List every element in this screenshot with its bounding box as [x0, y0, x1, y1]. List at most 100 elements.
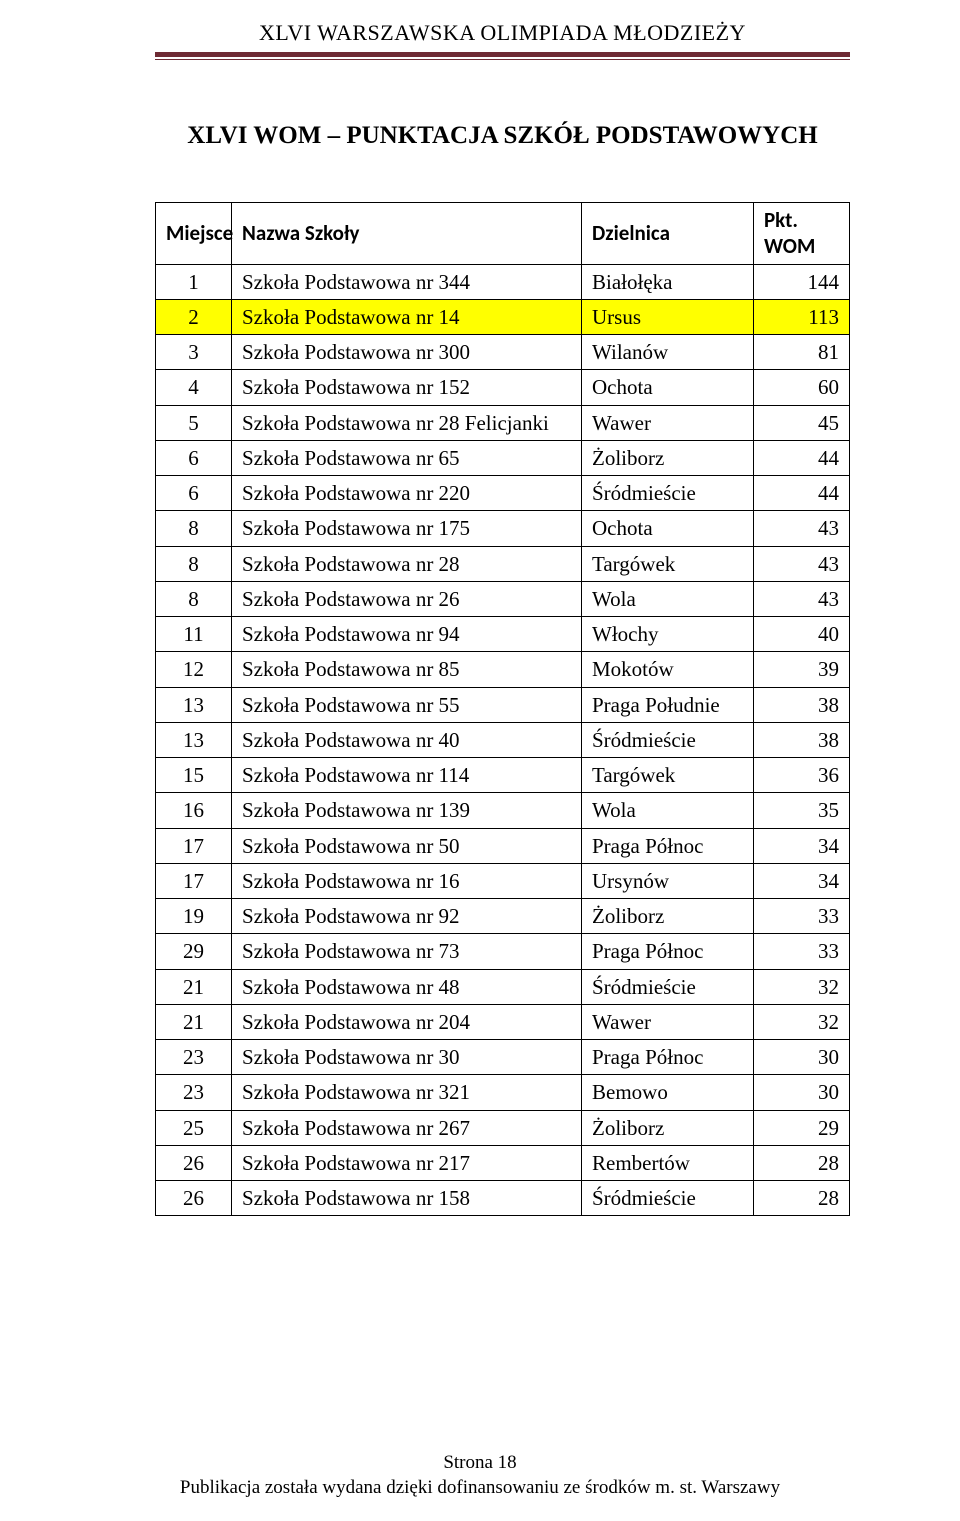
cell-name: Szkoła Podstawowa nr 175	[232, 511, 582, 546]
cell-rank: 26	[156, 1145, 232, 1180]
table-row: 8Szkoła Podstawowa nr 175Ochota43	[156, 511, 850, 546]
table-row: 11Szkoła Podstawowa nr 94Włochy40	[156, 617, 850, 652]
cell-name: Szkoła Podstawowa nr 344	[232, 264, 582, 299]
cell-points: 45	[754, 405, 850, 440]
cell-points: 43	[754, 511, 850, 546]
cell-points: 34	[754, 863, 850, 898]
column-header-district: Dzielnica	[582, 203, 754, 265]
cell-district: Ursus	[582, 299, 754, 334]
table-row: 23Szkoła Podstawowa nr 30Praga Północ30	[156, 1040, 850, 1075]
cell-district: Wawer	[582, 1004, 754, 1039]
table-row: 21Szkoła Podstawowa nr 48Śródmieście32	[156, 969, 850, 1004]
cell-points: 43	[754, 546, 850, 581]
table-row: 25Szkoła Podstawowa nr 267Żoliborz29	[156, 1110, 850, 1145]
cell-name: Szkoła Podstawowa nr 217	[232, 1145, 582, 1180]
cell-rank: 19	[156, 899, 232, 934]
cell-name: Szkoła Podstawowa nr 321	[232, 1075, 582, 1110]
cell-district: Praga Północ	[582, 828, 754, 863]
cell-district: Rembertów	[582, 1145, 754, 1180]
cell-points: 28	[754, 1145, 850, 1180]
cell-rank: 15	[156, 758, 232, 793]
table-row: 5Szkoła Podstawowa nr 28 FelicjankiWawer…	[156, 405, 850, 440]
table-row: 13Szkoła Podstawowa nr 40Śródmieście38	[156, 722, 850, 757]
cell-rank: 1	[156, 264, 232, 299]
header-rule-thick	[155, 52, 850, 57]
cell-name: Szkoła Podstawowa nr 16	[232, 863, 582, 898]
cell-district: Śródmieście	[582, 476, 754, 511]
table-row: 2Szkoła Podstawowa nr 14Ursus113	[156, 299, 850, 334]
table-row: 13Szkoła Podstawowa nr 55Praga Południe3…	[156, 687, 850, 722]
cell-name: Szkoła Podstawowa nr 55	[232, 687, 582, 722]
cell-name: Szkoła Podstawowa nr 28 Felicjanki	[232, 405, 582, 440]
cell-points: 34	[754, 828, 850, 863]
cell-name: Szkoła Podstawowa nr 26	[232, 581, 582, 616]
table-row: 4Szkoła Podstawowa nr 152Ochota60	[156, 370, 850, 405]
cell-rank: 25	[156, 1110, 232, 1145]
cell-name: Szkoła Podstawowa nr 114	[232, 758, 582, 793]
cell-name: Szkoła Podstawowa nr 267	[232, 1110, 582, 1145]
cell-rank: 8	[156, 581, 232, 616]
cell-district: Białołęka	[582, 264, 754, 299]
cell-rank: 8	[156, 546, 232, 581]
cell-rank: 5	[156, 405, 232, 440]
ranking-table: Miejsce Nazwa Szkoły Dzielnica Pkt. WOM …	[155, 202, 850, 1216]
cell-district: Wawer	[582, 405, 754, 440]
cell-rank: 21	[156, 969, 232, 1004]
cell-points: 32	[754, 1004, 850, 1039]
cell-name: Szkoła Podstawowa nr 158	[232, 1181, 582, 1216]
cell-rank: 4	[156, 370, 232, 405]
cell-points: 36	[754, 758, 850, 793]
cell-district: Śródmieście	[582, 969, 754, 1004]
cell-name: Szkoła Podstawowa nr 48	[232, 969, 582, 1004]
cell-rank: 2	[156, 299, 232, 334]
cell-points: 35	[754, 793, 850, 828]
cell-name: Szkoła Podstawowa nr 73	[232, 934, 582, 969]
column-header-name: Nazwa Szkoły	[232, 203, 582, 265]
cell-rank: 3	[156, 335, 232, 370]
cell-rank: 16	[156, 793, 232, 828]
cell-rank: 6	[156, 440, 232, 475]
cell-name: Szkoła Podstawowa nr 40	[232, 722, 582, 757]
document-page: XLVI WARSZAWSKA OLIMPIADA MŁODZIEŻY XLVI…	[0, 0, 960, 1521]
table-row: 6Szkoła Podstawowa nr 220Śródmieście44	[156, 476, 850, 511]
header-rule-thin	[155, 59, 850, 60]
cell-rank: 17	[156, 863, 232, 898]
cell-name: Szkoła Podstawowa nr 92	[232, 899, 582, 934]
table-row: 12Szkoła Podstawowa nr 85Mokotów39	[156, 652, 850, 687]
table-row: 17Szkoła Podstawowa nr 16Ursynów34	[156, 863, 850, 898]
cell-points: 44	[754, 440, 850, 475]
cell-district: Praga Południe	[582, 687, 754, 722]
table-row: 8Szkoła Podstawowa nr 26Wola43	[156, 581, 850, 616]
page-number: Strona 18	[0, 1450, 960, 1476]
cell-points: 113	[754, 299, 850, 334]
cell-name: Szkoła Podstawowa nr 152	[232, 370, 582, 405]
cell-district: Ochota	[582, 511, 754, 546]
table-row: 6Szkoła Podstawowa nr 65Żoliborz44	[156, 440, 850, 475]
cell-rank: 29	[156, 934, 232, 969]
cell-district: Ursynów	[582, 863, 754, 898]
cell-points: 38	[754, 722, 850, 757]
cell-rank: 17	[156, 828, 232, 863]
cell-district: Żoliborz	[582, 899, 754, 934]
table-row: 17Szkoła Podstawowa nr 50Praga Północ34	[156, 828, 850, 863]
cell-points: 33	[754, 934, 850, 969]
cell-name: Szkoła Podstawowa nr 65	[232, 440, 582, 475]
cell-rank: 6	[156, 476, 232, 511]
cell-points: 32	[754, 969, 850, 1004]
table-row: 26Szkoła Podstawowa nr 158Śródmieście28	[156, 1181, 850, 1216]
cell-district: Śródmieście	[582, 722, 754, 757]
cell-district: Żoliborz	[582, 1110, 754, 1145]
column-header-rank: Miejsce	[156, 203, 232, 265]
cell-district: Targówek	[582, 546, 754, 581]
page-footer: Strona 18 Publikacja została wydana dzię…	[0, 1450, 960, 1501]
cell-district: Wola	[582, 793, 754, 828]
cell-name: Szkoła Podstawowa nr 139	[232, 793, 582, 828]
cell-points: 44	[754, 476, 850, 511]
cell-name: Szkoła Podstawowa nr 50	[232, 828, 582, 863]
cell-points: 28	[754, 1181, 850, 1216]
cell-points: 29	[754, 1110, 850, 1145]
cell-district: Żoliborz	[582, 440, 754, 475]
footer-credit: Publikacja została wydana dzięki dofinan…	[0, 1475, 960, 1501]
cell-district: Wola	[582, 581, 754, 616]
table-row: 26Szkoła Podstawowa nr 217Rembertów28	[156, 1145, 850, 1180]
